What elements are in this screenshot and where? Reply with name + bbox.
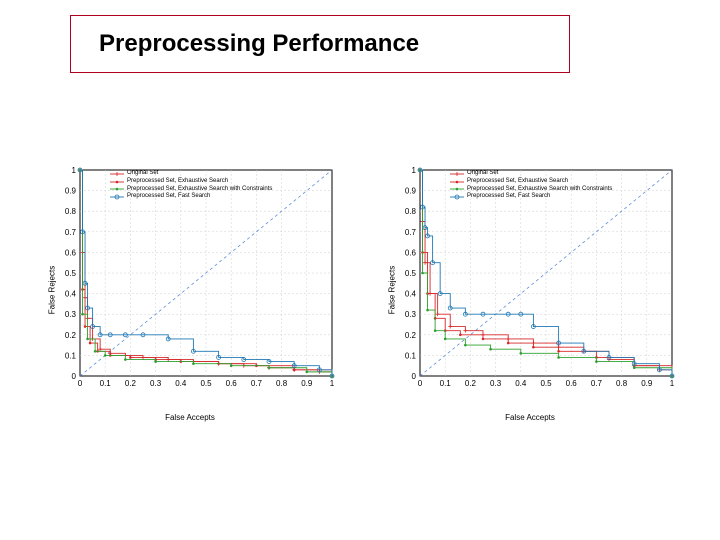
legend-label: Original Set: [467, 170, 498, 178]
legend-item: Original Set: [450, 170, 612, 178]
legend-item: Preprocessed Set, Exhaustive Search: [110, 178, 272, 186]
svg-text:0.8: 0.8: [65, 207, 77, 216]
svg-text:0: 0: [78, 379, 83, 388]
svg-text:0.7: 0.7: [251, 379, 263, 388]
legend-label: Preprocessed Set, Exhaustive Search: [127, 178, 228, 186]
svg-text:0.9: 0.9: [405, 187, 417, 196]
roc-chart-left: False Rejects False Accepts 00 0.1 0.1 0.2 0…: [30, 160, 350, 420]
svg-text:0.8: 0.8: [405, 207, 417, 216]
legend-swatch: [110, 171, 124, 177]
svg-text:0.9: 0.9: [641, 379, 653, 388]
legend-left: Original SetPreprocessed Set, Exhaustive…: [110, 170, 272, 201]
svg-text:0.5: 0.5: [65, 269, 77, 278]
legend-label: Preprocessed Set, Fast Search: [127, 193, 210, 201]
svg-text:0.9: 0.9: [301, 379, 313, 388]
svg-text:0.8: 0.8: [276, 379, 288, 388]
x-axis-label: False Accepts: [165, 413, 215, 422]
legend-label: Preprocessed Set, Exhaustive Search with…: [127, 186, 272, 194]
svg-text:0: 0: [412, 372, 417, 381]
legend-swatch: [110, 186, 124, 192]
legend-label: Preprocessed Set, Exhaustive Search with…: [467, 186, 612, 194]
legend-item: Preprocessed Set, Fast Search: [450, 193, 612, 201]
svg-text:0.4: 0.4: [515, 379, 527, 388]
svg-text:0.6: 0.6: [65, 248, 77, 257]
svg-text:0.1: 0.1: [405, 351, 417, 360]
svg-text:0.1: 0.1: [440, 379, 452, 388]
legend-swatch: [450, 171, 464, 177]
svg-text:0.8: 0.8: [616, 379, 628, 388]
svg-text:0.2: 0.2: [465, 379, 477, 388]
legend-swatch: [110, 179, 124, 185]
svg-text:0.7: 0.7: [591, 379, 603, 388]
y-axis-label: False Rejects: [48, 266, 57, 314]
svg-text:0.7: 0.7: [65, 228, 77, 237]
svg-text:0.1: 0.1: [65, 351, 77, 360]
legend-label: Preprocessed Set, Fast Search: [467, 193, 550, 201]
svg-text:0.7: 0.7: [405, 228, 417, 237]
svg-text:0.6: 0.6: [566, 379, 578, 388]
legend-swatch: [450, 179, 464, 185]
charts-row: False Rejects False Accepts 000.10.10.20…: [30, 160, 690, 420]
title-box: Preprocessing Performance: [70, 15, 570, 73]
svg-text:0.5: 0.5: [405, 269, 417, 278]
legend-label: Original Set: [127, 170, 158, 178]
roc-chart-right: False Rejects False Accepts 00 0.1 0.1 0.2 0…: [370, 160, 690, 420]
svg-text:0.2: 0.2: [65, 331, 77, 340]
legend-item: Preprocessed Set, Exhaustive Search with…: [110, 186, 272, 194]
page-title: Preprocessing Performance: [99, 30, 419, 58]
svg-text:1: 1: [412, 166, 417, 175]
svg-text:0: 0: [72, 372, 77, 381]
svg-text:1: 1: [330, 379, 335, 388]
svg-text:0.3: 0.3: [65, 310, 77, 319]
svg-text:1: 1: [72, 166, 77, 175]
svg-text:0.5: 0.5: [200, 379, 212, 388]
svg-text:0.4: 0.4: [65, 290, 77, 299]
legend-right: Original SetPreprocessed Set, Exhaustive…: [450, 170, 612, 201]
svg-text:0.4: 0.4: [405, 290, 417, 299]
svg-text:0.9: 0.9: [65, 187, 77, 196]
svg-text:0.6: 0.6: [226, 379, 238, 388]
svg-text:0.3: 0.3: [405, 310, 417, 319]
legend-item: Preprocessed Set, Exhaustive Search with…: [450, 186, 612, 194]
svg-text:0.6: 0.6: [405, 248, 417, 257]
legend-swatch: [110, 194, 124, 200]
svg-text:0.4: 0.4: [175, 379, 187, 388]
svg-text:0.2: 0.2: [125, 379, 137, 388]
legend-item: Preprocessed Set, Fast Search: [110, 193, 272, 201]
legend-item: Preprocessed Set, Exhaustive Search: [450, 178, 612, 186]
legend-swatch: [450, 186, 464, 192]
svg-text:0.3: 0.3: [150, 379, 162, 388]
svg-text:0.3: 0.3: [490, 379, 502, 388]
svg-text:1: 1: [670, 379, 675, 388]
legend-item: Original Set: [110, 170, 272, 178]
x-axis-label: False Accepts: [505, 413, 555, 422]
y-axis-label: False Rejects: [388, 266, 397, 314]
legend-label: Preprocessed Set, Exhaustive Search: [467, 178, 568, 186]
svg-text:0.5: 0.5: [540, 379, 552, 388]
legend-swatch: [450, 194, 464, 200]
svg-text:0.1: 0.1: [100, 379, 112, 388]
svg-text:0: 0: [418, 379, 423, 388]
svg-text:0.2: 0.2: [405, 331, 417, 340]
